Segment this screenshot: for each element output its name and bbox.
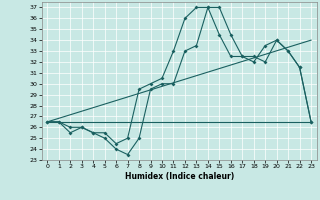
X-axis label: Humidex (Indice chaleur): Humidex (Indice chaleur): [124, 172, 234, 181]
